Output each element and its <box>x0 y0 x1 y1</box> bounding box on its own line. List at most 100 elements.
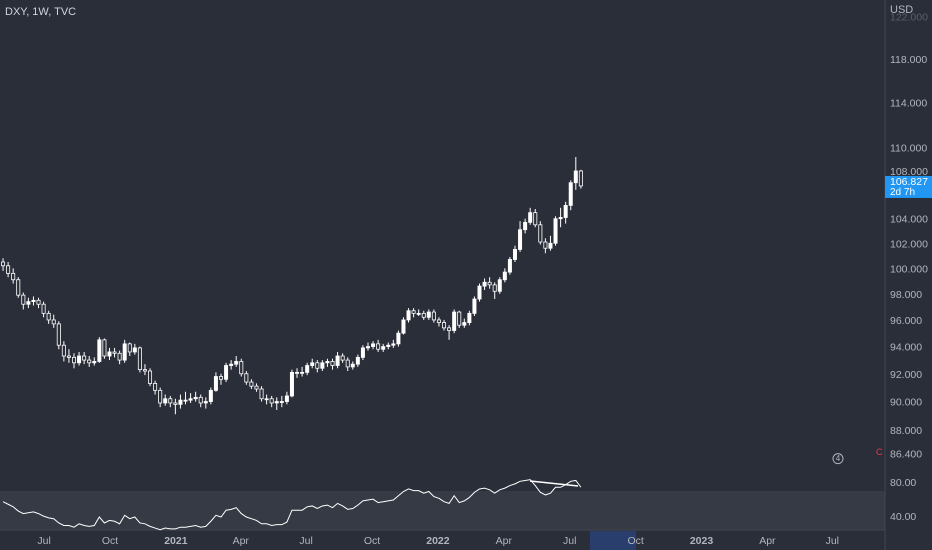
candle-body <box>183 399 188 402</box>
candle-body <box>269 398 274 404</box>
y-tick-label: 88.000 <box>890 425 922 437</box>
candle-body <box>371 343 376 347</box>
candle-body <box>442 322 447 329</box>
x-tick-label: Apr <box>496 535 513 547</box>
candle-body <box>512 249 517 260</box>
candle-body <box>102 339 107 357</box>
candle-body <box>77 355 82 364</box>
x-tick-label: Oct <box>627 535 643 547</box>
candle-body <box>158 389 163 404</box>
y-tick-label: 104.000 <box>890 214 928 226</box>
candle-body <box>97 339 102 362</box>
marker-letter: C <box>876 447 883 457</box>
x-tick-label: 2023 <box>690 535 714 547</box>
candle-body <box>416 312 421 315</box>
candle-body <box>573 170 578 184</box>
candle-body <box>153 383 158 391</box>
candle-body <box>436 319 441 323</box>
y-tick-label: 122.000 <box>890 12 928 24</box>
candle-body <box>224 365 229 380</box>
candle-body <box>335 355 340 366</box>
countdown-label: 2d 7h <box>890 187 915 198</box>
candle-body <box>376 343 381 350</box>
candle-body <box>122 343 127 361</box>
candle-body <box>142 369 147 372</box>
candle-body <box>21 294 26 305</box>
candle-body <box>178 399 183 405</box>
candle-body <box>82 355 87 361</box>
candle-body <box>203 401 208 404</box>
candle-body <box>66 355 71 358</box>
candle-body <box>391 343 396 346</box>
candle-body <box>46 312 51 321</box>
candle-body <box>1 261 6 267</box>
chart-title: DXY, 1W, TVC <box>5 6 76 18</box>
candle-body <box>345 359 350 368</box>
candle-body <box>447 327 452 331</box>
rsi-line <box>2 479 582 531</box>
candle-body <box>188 398 193 401</box>
candle-body <box>350 363 355 368</box>
candle-body <box>168 398 173 404</box>
candle-body <box>396 332 401 345</box>
candle-body <box>127 343 132 353</box>
candle-body <box>107 351 112 357</box>
candle-body <box>198 396 203 404</box>
candle-body <box>386 344 391 347</box>
candle-body <box>173 402 178 405</box>
candle-body <box>72 356 77 364</box>
candle-body <box>295 371 300 374</box>
candle-body <box>112 351 117 354</box>
candle-body <box>421 312 426 318</box>
candle-body <box>472 298 477 314</box>
x-tick-label: Oct <box>102 535 118 547</box>
candle-body <box>462 322 467 326</box>
rsi-trendline <box>529 480 579 487</box>
candle-body <box>543 241 548 249</box>
candle-body <box>477 285 482 300</box>
candle-body <box>452 311 457 331</box>
candle-body <box>315 362 320 369</box>
x-tick-label: Jul <box>37 535 50 547</box>
candle-body <box>507 259 512 273</box>
candle-body <box>16 279 21 296</box>
candle-body <box>330 361 335 366</box>
marker-badge-circle <box>832 453 844 465</box>
candle-body <box>431 311 436 321</box>
candle-body <box>487 281 492 286</box>
candle-body <box>132 347 137 353</box>
candle-body <box>264 398 269 401</box>
candle-body <box>117 352 122 361</box>
marker-price-label: 86.400 <box>890 448 922 460</box>
candle-body <box>518 229 523 250</box>
candle-body <box>305 365 310 373</box>
candle-body <box>502 271 507 281</box>
y-tick-label: 100.000 <box>890 263 928 275</box>
candle-body <box>239 361 244 375</box>
candle-body <box>193 396 198 400</box>
candle-body <box>538 224 543 243</box>
x-tick-label: 2021 <box>164 535 188 547</box>
rsi-band <box>0 491 885 530</box>
candle-body <box>528 212 533 223</box>
x-tick-label: Jul <box>826 535 839 547</box>
candle-body <box>553 218 558 244</box>
x-tick-label: Apr <box>759 535 776 547</box>
currency-label: USD <box>890 4 913 16</box>
candle-body <box>259 388 264 400</box>
candle-body <box>563 204 568 218</box>
candle-body <box>163 398 168 404</box>
candle-body <box>61 344 66 357</box>
candle-body <box>289 371 294 397</box>
candle-body <box>234 361 239 365</box>
candle-body <box>137 347 142 371</box>
candle-body <box>92 361 97 364</box>
candle-body <box>51 319 56 325</box>
candle-body <box>578 170 583 187</box>
x-tick-label: Apr <box>233 535 250 547</box>
y-tick-label: 114.000 <box>890 97 927 109</box>
candle-body <box>279 401 284 403</box>
candle-body <box>310 362 315 366</box>
candle-body <box>218 376 223 380</box>
y-tick-label: 94.000 <box>890 342 922 354</box>
